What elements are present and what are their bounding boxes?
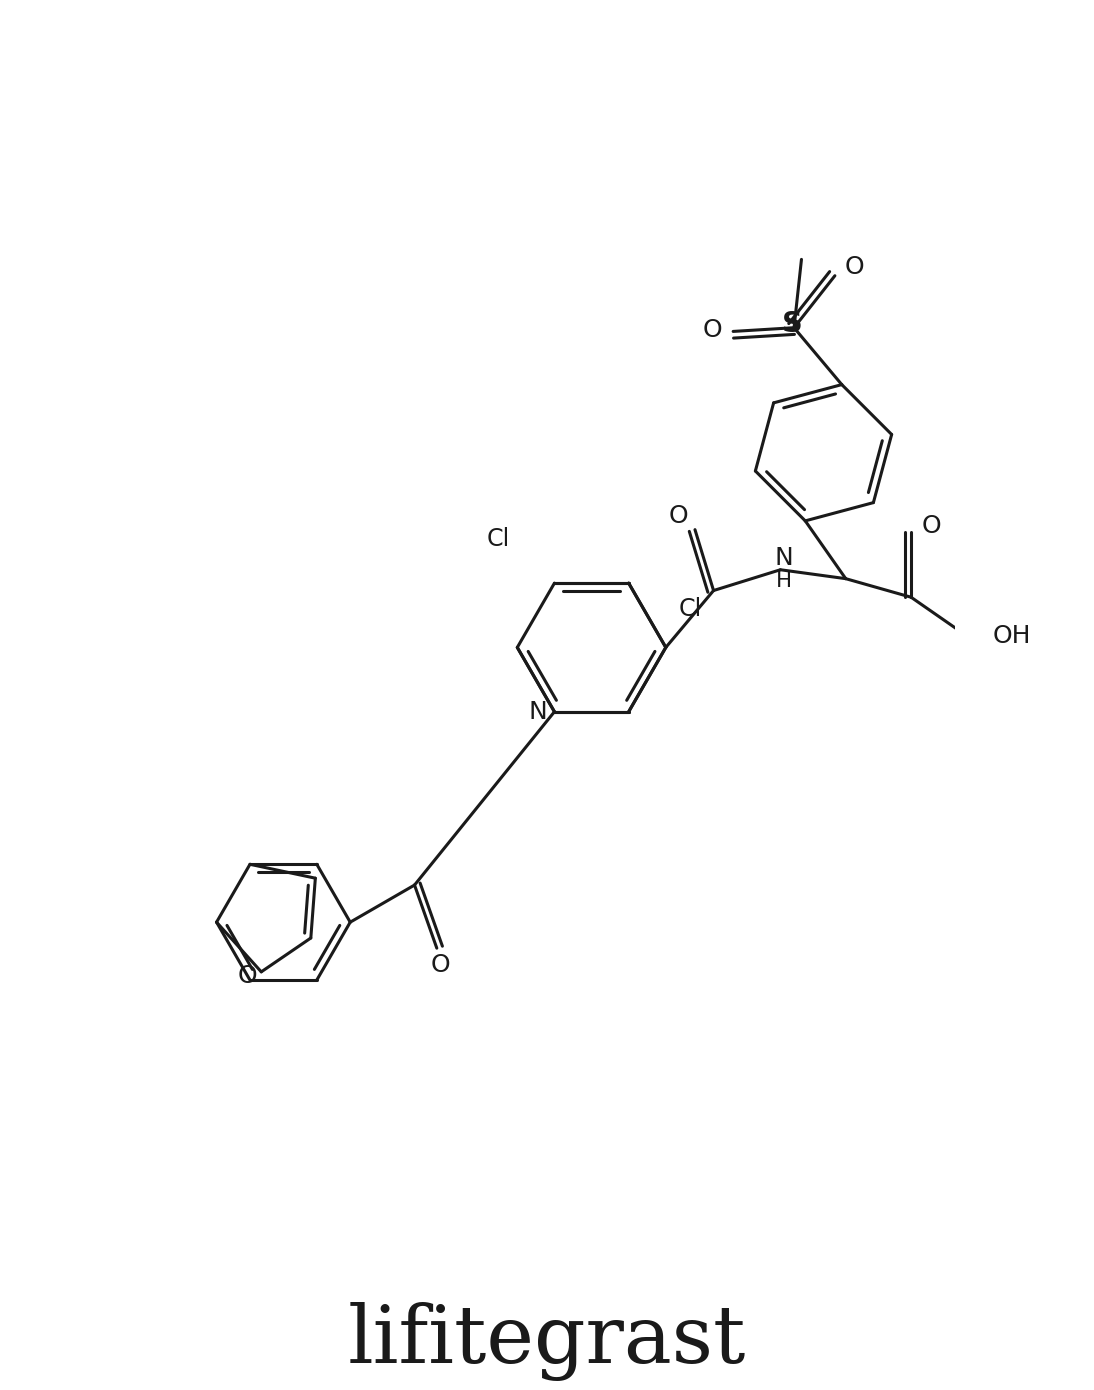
Text: O: O (238, 963, 258, 987)
Text: Cl: Cl (678, 598, 701, 621)
Text: O: O (845, 254, 864, 279)
Text: S: S (782, 310, 803, 338)
Text: O: O (702, 318, 722, 342)
Text: Cl: Cl (487, 527, 510, 550)
Text: O: O (431, 952, 451, 977)
Text: N: N (775, 546, 793, 570)
Text: O: O (922, 514, 942, 538)
Text: H: H (776, 571, 792, 591)
Text: lifitegrast: lifitegrast (348, 1302, 746, 1382)
Text: N: N (528, 699, 547, 724)
Text: OH: OH (992, 624, 1032, 648)
Text: O: O (668, 505, 688, 528)
